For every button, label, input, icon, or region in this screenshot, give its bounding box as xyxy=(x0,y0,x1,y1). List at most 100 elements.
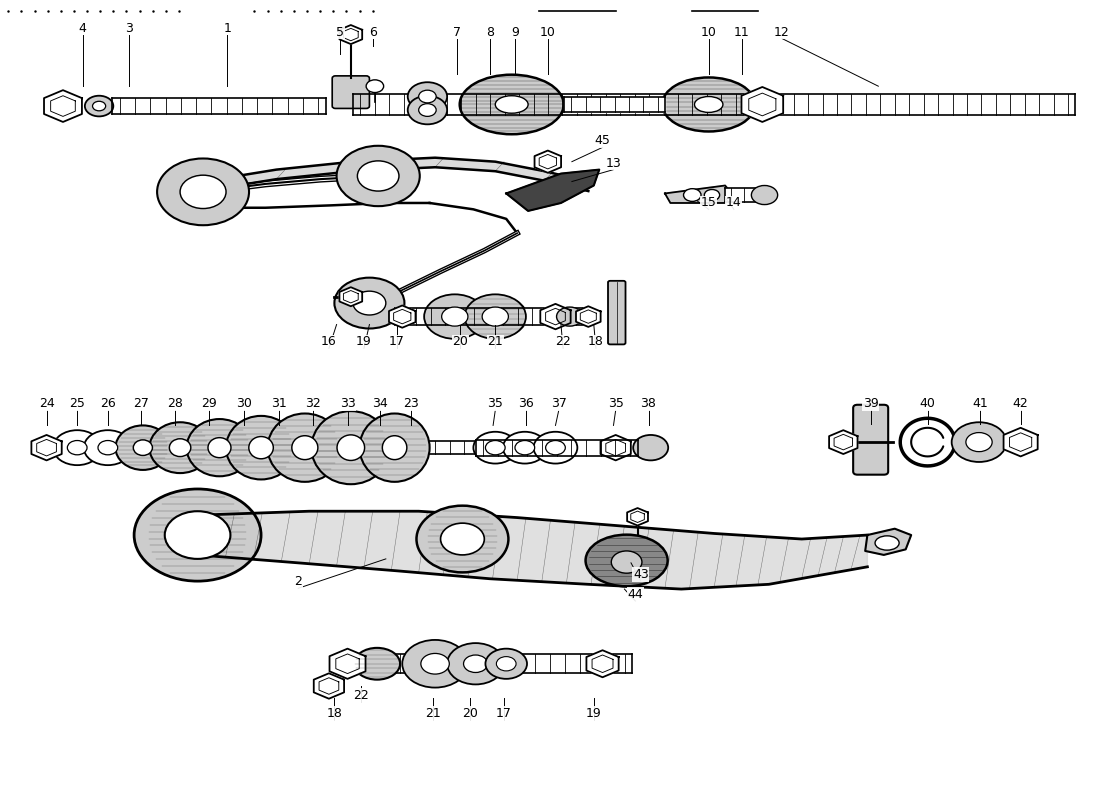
Circle shape xyxy=(683,189,701,202)
Circle shape xyxy=(84,430,132,465)
Circle shape xyxy=(473,432,517,463)
Circle shape xyxy=(966,433,992,452)
Text: 17: 17 xyxy=(496,707,512,720)
Text: 31: 31 xyxy=(271,398,286,410)
Circle shape xyxy=(419,90,437,103)
Polygon shape xyxy=(576,306,601,327)
Ellipse shape xyxy=(249,437,273,458)
Polygon shape xyxy=(627,508,648,526)
Ellipse shape xyxy=(463,296,527,338)
Circle shape xyxy=(421,654,449,674)
Text: 40: 40 xyxy=(920,398,935,410)
Polygon shape xyxy=(741,87,783,122)
Ellipse shape xyxy=(495,96,528,114)
Circle shape xyxy=(157,158,249,226)
Polygon shape xyxy=(664,186,734,203)
Text: 29: 29 xyxy=(200,398,217,410)
Circle shape xyxy=(403,640,467,687)
Circle shape xyxy=(408,82,447,111)
Circle shape xyxy=(353,291,386,315)
Polygon shape xyxy=(112,98,326,114)
Text: 28: 28 xyxy=(167,398,183,410)
Circle shape xyxy=(447,643,504,685)
Polygon shape xyxy=(353,94,1076,114)
Text: 35: 35 xyxy=(487,398,503,410)
Ellipse shape xyxy=(150,422,211,473)
Polygon shape xyxy=(829,430,858,454)
Ellipse shape xyxy=(208,438,231,458)
Text: 30: 30 xyxy=(235,398,252,410)
FancyBboxPatch shape xyxy=(332,76,370,109)
Circle shape xyxy=(441,523,484,555)
Ellipse shape xyxy=(133,440,153,455)
Circle shape xyxy=(534,432,578,463)
Polygon shape xyxy=(601,435,630,460)
Text: 2: 2 xyxy=(295,575,302,588)
Circle shape xyxy=(496,657,516,671)
Text: 41: 41 xyxy=(972,398,988,410)
Circle shape xyxy=(751,186,778,205)
Text: 35: 35 xyxy=(607,398,624,410)
Text: 7: 7 xyxy=(453,26,461,38)
Polygon shape xyxy=(32,435,62,460)
Circle shape xyxy=(485,649,527,679)
Circle shape xyxy=(358,161,399,191)
Circle shape xyxy=(704,190,719,201)
Polygon shape xyxy=(340,25,362,44)
Text: 23: 23 xyxy=(403,398,419,410)
Text: 13: 13 xyxy=(606,157,621,170)
Ellipse shape xyxy=(662,78,756,131)
Polygon shape xyxy=(866,529,911,555)
Ellipse shape xyxy=(460,74,563,134)
Ellipse shape xyxy=(585,534,668,586)
Text: 1: 1 xyxy=(223,22,231,34)
Polygon shape xyxy=(57,442,600,454)
Circle shape xyxy=(503,432,547,463)
Polygon shape xyxy=(535,150,561,173)
Circle shape xyxy=(546,441,565,455)
Circle shape xyxy=(408,96,447,124)
Circle shape xyxy=(464,294,526,339)
Polygon shape xyxy=(1003,428,1037,457)
Polygon shape xyxy=(564,97,664,113)
Text: 19: 19 xyxy=(356,335,372,348)
Text: 34: 34 xyxy=(373,398,388,410)
Text: 22: 22 xyxy=(353,689,369,702)
Ellipse shape xyxy=(169,438,190,457)
Text: 9: 9 xyxy=(512,26,519,38)
Circle shape xyxy=(482,307,508,326)
Circle shape xyxy=(425,294,485,339)
Polygon shape xyxy=(348,654,632,674)
Polygon shape xyxy=(586,650,618,678)
Circle shape xyxy=(165,511,230,559)
Text: 25: 25 xyxy=(69,398,85,410)
Text: 14: 14 xyxy=(726,196,741,210)
Polygon shape xyxy=(395,308,583,326)
Ellipse shape xyxy=(226,416,296,479)
Circle shape xyxy=(85,96,113,116)
Circle shape xyxy=(366,80,384,93)
Text: 3: 3 xyxy=(124,22,133,34)
Ellipse shape xyxy=(292,436,318,460)
Text: 24: 24 xyxy=(39,398,54,410)
Text: 20: 20 xyxy=(462,707,478,720)
Polygon shape xyxy=(475,440,638,456)
Text: 32: 32 xyxy=(305,398,320,410)
Ellipse shape xyxy=(354,648,400,680)
Circle shape xyxy=(67,441,87,455)
Text: 45: 45 xyxy=(595,134,610,147)
Ellipse shape xyxy=(267,414,342,482)
Text: 4: 4 xyxy=(79,22,87,34)
Polygon shape xyxy=(540,304,571,330)
Polygon shape xyxy=(725,188,763,202)
Circle shape xyxy=(419,104,437,116)
Polygon shape xyxy=(330,649,365,679)
Text: 5: 5 xyxy=(336,26,344,38)
Text: 15: 15 xyxy=(701,196,716,210)
Circle shape xyxy=(952,422,1006,462)
FancyBboxPatch shape xyxy=(854,405,888,474)
Polygon shape xyxy=(314,674,344,698)
Text: 17: 17 xyxy=(388,335,405,348)
Text: 10: 10 xyxy=(701,26,716,38)
FancyBboxPatch shape xyxy=(608,281,626,344)
